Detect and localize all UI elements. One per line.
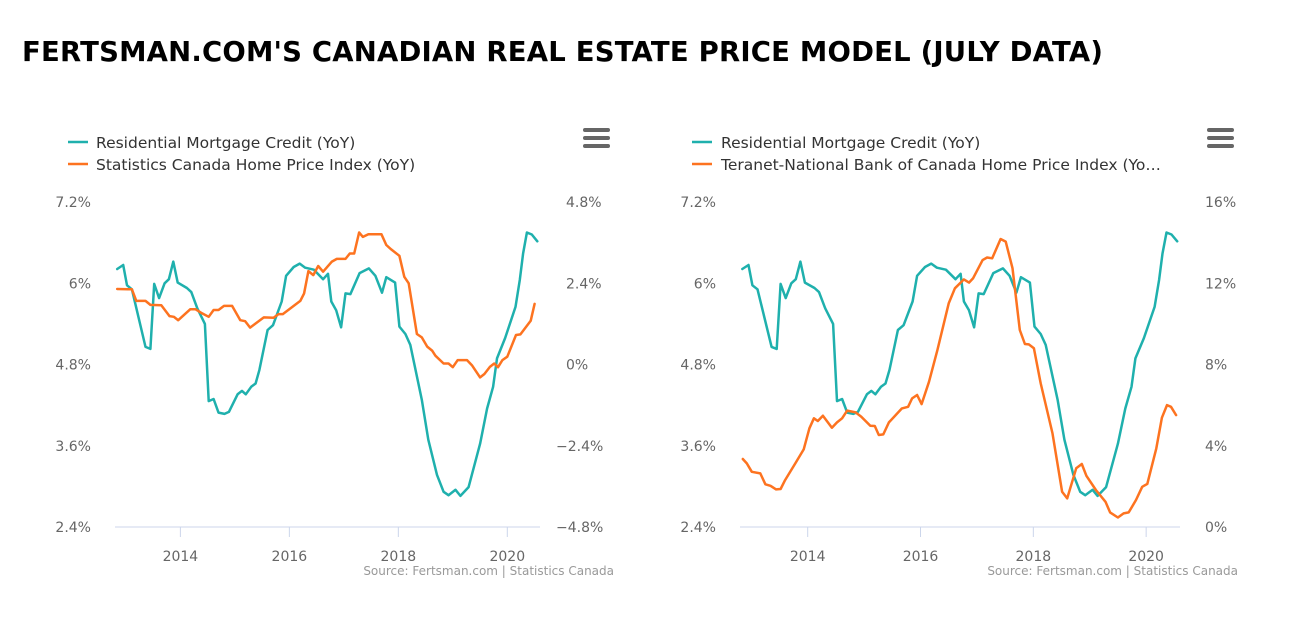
y-left-tick-label: 7.2% [55, 195, 91, 211]
y-left-tick-label: 4.8% [55, 358, 91, 374]
y-right-tick-label: 4.8% [566, 195, 602, 211]
legend-label: Residential Mortgage Credit (YoY) [721, 134, 980, 152]
y-right-tick-label: 12% [1205, 276, 1236, 292]
legend-label: Residential Mortgage Credit (YoY) [96, 134, 355, 152]
source-credit[interactable]: Source: Fertsman.com | Statistics Canada [363, 564, 614, 578]
y-left-tick-label: 4.8% [680, 358, 716, 374]
y-right-tick-label: 0% [566, 358, 588, 374]
y-left-tick-label: 2.4% [680, 520, 716, 536]
y-left-tick-label: 3.6% [55, 439, 91, 455]
y-right-tick-label: −4.8% [556, 520, 603, 536]
series-line-mortgage-credit [741, 231, 1179, 498]
y-left-tick-label: 2.4% [55, 520, 91, 536]
legend: Residential Mortgage Credit (YoY) Statis… [68, 134, 415, 174]
y-left-tick-label: 3.6% [680, 439, 716, 455]
legend: Residential Mortgage Credit (YoY) Terane… [692, 134, 1161, 174]
page-title: FERTSMAN.COM'S CANADIAN REAL ESTATE PRIC… [22, 36, 1104, 68]
legend-item-mortgage-credit[interactable]: Residential Mortgage Credit (YoY) [692, 134, 980, 152]
x-tick-label: 2016 [272, 549, 308, 565]
x-tick-label: 2016 [903, 549, 939, 565]
x-tick-label: 2020 [1128, 549, 1164, 565]
x-tick-label: 2020 [489, 549, 525, 565]
y-right-tick-label: 2.4% [566, 276, 602, 292]
legend-item-teranet-index[interactable]: Teranet-National Bank of Canada Home Pri… [692, 156, 1161, 174]
y-right-tick-label: 4% [1205, 439, 1227, 455]
legend-label: Teranet-National Bank of Canada Home Pri… [720, 156, 1161, 174]
legend-item-mortgage-credit[interactable]: Residential Mortgage Credit (YoY) [68, 134, 355, 152]
x-tick-label: 2014 [163, 549, 199, 565]
y-left-tick-label: 6% [69, 276, 91, 292]
y-left-tick-label: 7.2% [680, 195, 716, 211]
chart-1: Residential Mortgage Credit (YoY) Statis… [55, 128, 614, 578]
hamburger-menu-icon[interactable] [1207, 128, 1234, 148]
source-credit[interactable]: Source: Fertsman.com | Statistics Canada [987, 564, 1238, 578]
x-tick-label: 2018 [381, 549, 417, 565]
legend-item-home-price-index[interactable]: Statistics Canada Home Price Index (YoY) [68, 156, 415, 174]
series-line-home-price-index [741, 237, 1178, 519]
x-tick-label: 2014 [790, 549, 826, 565]
y-right-tick-label: −2.4% [556, 439, 603, 455]
series-line-home-price-index [115, 231, 536, 379]
y-right-tick-label: 16% [1205, 195, 1236, 211]
legend-label: Statistics Canada Home Price Index (YoY) [96, 156, 415, 174]
x-tick-label: 2018 [1016, 549, 1052, 565]
y-right-tick-label: 8% [1205, 358, 1227, 374]
hamburger-menu-icon[interactable] [583, 128, 610, 148]
y-right-tick-label: 0% [1205, 520, 1227, 536]
chart-2: Residential Mortgage Credit (YoY) Terane… [680, 128, 1238, 578]
series-line-mortgage-credit [115, 231, 539, 498]
y-left-tick-label: 6% [694, 276, 716, 292]
